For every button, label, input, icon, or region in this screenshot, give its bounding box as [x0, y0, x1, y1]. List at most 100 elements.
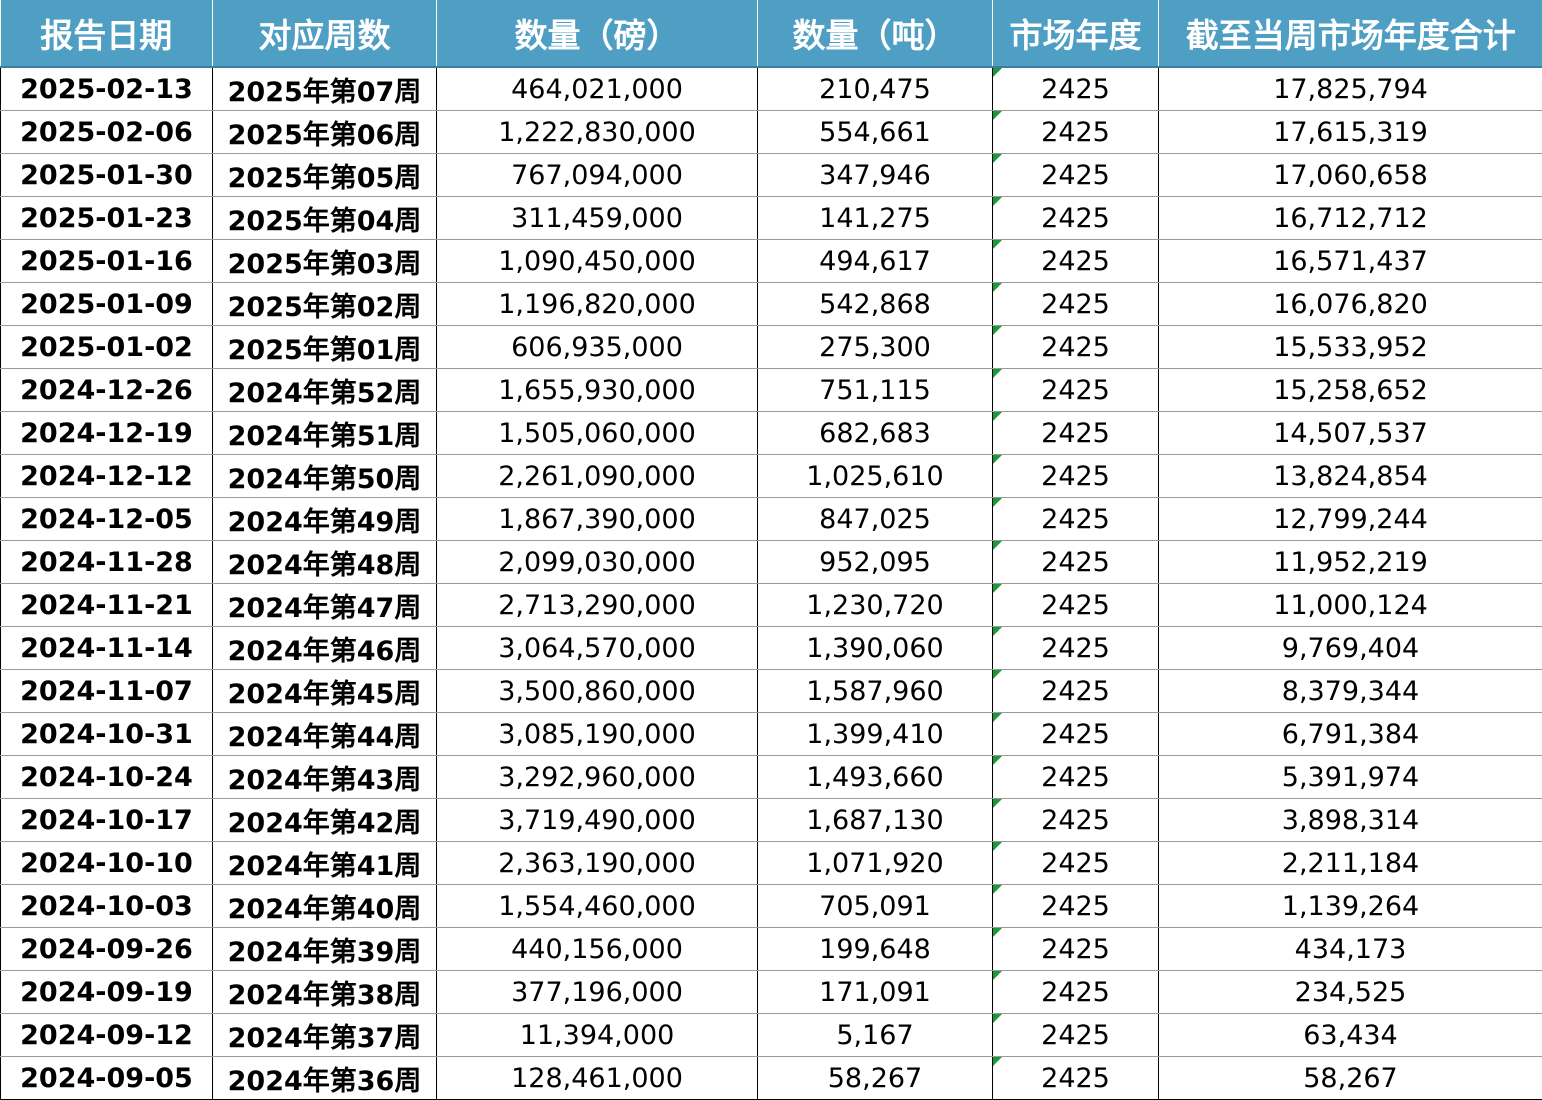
cell-market-year[interactable]: 2425 [992, 712, 1159, 756]
cell-week-number[interactable]: 2025年第02周 [212, 282, 437, 326]
cell-quantity-tons[interactable]: 494,617 [757, 239, 993, 283]
cell-quantity-tons[interactable]: 705,091 [757, 884, 993, 928]
cell-cumulative-total[interactable]: 12,799,244 [1158, 497, 1542, 541]
cell-quantity-tons[interactable]: 1,390,060 [757, 626, 993, 670]
cell-market-year[interactable]: 2425 [992, 282, 1159, 326]
cell-quantity-pounds[interactable]: 1,867,390,000 [436, 497, 758, 541]
cell-cumulative-total[interactable]: 58,267 [1158, 1056, 1542, 1100]
cell-market-year[interactable]: 2425 [992, 626, 1159, 670]
cell-cumulative-total[interactable]: 15,533,952 [1158, 325, 1542, 369]
cell-quantity-tons[interactable]: 275,300 [757, 325, 993, 369]
cell-report-date[interactable]: 2024-11-21 [0, 583, 213, 627]
cell-week-number[interactable]: 2025年第03周 [212, 239, 437, 283]
cell-market-year[interactable]: 2425 [992, 1056, 1159, 1100]
cell-week-number[interactable]: 2024年第37周 [212, 1013, 437, 1057]
cell-market-year[interactable]: 2425 [992, 841, 1159, 885]
cell-report-date[interactable]: 2024-09-19 [0, 970, 213, 1014]
cell-market-year[interactable]: 2425 [992, 325, 1159, 369]
header-week-number[interactable]: 对应周数 [212, 0, 437, 68]
cell-cumulative-total[interactable]: 17,825,794 [1158, 67, 1542, 111]
cell-market-year[interactable]: 2425 [992, 110, 1159, 154]
cell-week-number[interactable]: 2024年第51周 [212, 411, 437, 455]
cell-market-year[interactable]: 2425 [992, 497, 1159, 541]
cell-market-year[interactable]: 2425 [992, 1013, 1159, 1057]
cell-report-date[interactable]: 2025-02-13 [0, 67, 213, 111]
cell-cumulative-total[interactable]: 16,712,712 [1158, 196, 1542, 240]
cell-quantity-tons[interactable]: 682,683 [757, 411, 993, 455]
cell-quantity-tons[interactable]: 542,868 [757, 282, 993, 326]
cell-market-year[interactable]: 2425 [992, 798, 1159, 842]
cell-quantity-pounds[interactable]: 464,021,000 [436, 67, 758, 111]
cell-quantity-tons[interactable]: 751,115 [757, 368, 993, 412]
cell-quantity-pounds[interactable]: 1,196,820,000 [436, 282, 758, 326]
cell-report-date[interactable]: 2025-01-09 [0, 282, 213, 326]
cell-quantity-pounds[interactable]: 3,500,860,000 [436, 669, 758, 713]
cell-report-date[interactable]: 2024-10-24 [0, 755, 213, 799]
cell-cumulative-total[interactable]: 6,791,384 [1158, 712, 1542, 756]
cell-market-year[interactable]: 2425 [992, 454, 1159, 498]
cell-week-number[interactable]: 2025年第07周 [212, 67, 437, 111]
cell-week-number[interactable]: 2025年第04周 [212, 196, 437, 240]
cell-quantity-pounds[interactable]: 377,196,000 [436, 970, 758, 1014]
header-report-date[interactable]: 报告日期 [0, 0, 213, 68]
cell-quantity-tons[interactable]: 5,167 [757, 1013, 993, 1057]
cell-quantity-pounds[interactable]: 3,064,570,000 [436, 626, 758, 670]
cell-market-year[interactable]: 2425 [992, 153, 1159, 197]
cell-cumulative-total[interactable]: 5,391,974 [1158, 755, 1542, 799]
cell-report-date[interactable]: 2024-10-10 [0, 841, 213, 885]
cell-cumulative-total[interactable]: 16,571,437 [1158, 239, 1542, 283]
cell-market-year[interactable]: 2425 [992, 884, 1159, 928]
cell-cumulative-total[interactable]: 8,379,344 [1158, 669, 1542, 713]
cell-report-date[interactable]: 2024-12-19 [0, 411, 213, 455]
cell-report-date[interactable]: 2024-10-31 [0, 712, 213, 756]
cell-market-year[interactable]: 2425 [992, 196, 1159, 240]
cell-week-number[interactable]: 2024年第38周 [212, 970, 437, 1014]
cell-report-date[interactable]: 2025-01-30 [0, 153, 213, 197]
cell-cumulative-total[interactable]: 11,000,124 [1158, 583, 1542, 627]
cell-report-date[interactable]: 2024-11-14 [0, 626, 213, 670]
cell-week-number[interactable]: 2024年第47周 [212, 583, 437, 627]
cell-report-date[interactable]: 2024-12-26 [0, 368, 213, 412]
cell-quantity-pounds[interactable]: 1,655,930,000 [436, 368, 758, 412]
cell-week-number[interactable]: 2024年第42周 [212, 798, 437, 842]
cell-quantity-pounds[interactable]: 2,363,190,000 [436, 841, 758, 885]
cell-quantity-tons[interactable]: 1,071,920 [757, 841, 993, 885]
cell-quantity-tons[interactable]: 199,648 [757, 927, 993, 971]
header-quantity-pounds[interactable]: 数量（磅） [436, 0, 758, 68]
cell-cumulative-total[interactable]: 13,824,854 [1158, 454, 1542, 498]
header-quantity-tons[interactable]: 数量（吨） [757, 0, 993, 68]
cell-quantity-tons[interactable]: 141,275 [757, 196, 993, 240]
cell-cumulative-total[interactable]: 434,173 [1158, 927, 1542, 971]
cell-quantity-pounds[interactable]: 11,394,000 [436, 1013, 758, 1057]
cell-quantity-tons[interactable]: 171,091 [757, 970, 993, 1014]
cell-cumulative-total[interactable]: 11,952,219 [1158, 540, 1542, 584]
cell-report-date[interactable]: 2024-09-26 [0, 927, 213, 971]
cell-quantity-tons[interactable]: 1,399,410 [757, 712, 993, 756]
cell-report-date[interactable]: 2025-01-23 [0, 196, 213, 240]
cell-quantity-tons[interactable]: 1,587,960 [757, 669, 993, 713]
cell-quantity-pounds[interactable]: 1,222,830,000 [436, 110, 758, 154]
cell-week-number[interactable]: 2025年第06周 [212, 110, 437, 154]
cell-cumulative-total[interactable]: 17,615,319 [1158, 110, 1542, 154]
cell-week-number[interactable]: 2024年第36周 [212, 1056, 437, 1100]
cell-report-date[interactable]: 2025-02-06 [0, 110, 213, 154]
cell-report-date[interactable]: 2025-01-02 [0, 325, 213, 369]
cell-week-number[interactable]: 2024年第46周 [212, 626, 437, 670]
cell-quantity-pounds[interactable]: 1,090,450,000 [436, 239, 758, 283]
cell-cumulative-total[interactable]: 234,525 [1158, 970, 1542, 1014]
cell-report-date[interactable]: 2024-10-03 [0, 884, 213, 928]
cell-cumulative-total[interactable]: 14,507,537 [1158, 411, 1542, 455]
cell-quantity-pounds[interactable]: 3,719,490,000 [436, 798, 758, 842]
cell-week-number[interactable]: 2024年第44周 [212, 712, 437, 756]
cell-week-number[interactable]: 2024年第49周 [212, 497, 437, 541]
header-market-year[interactable]: 市场年度 [992, 0, 1159, 68]
cell-cumulative-total[interactable]: 2,211,184 [1158, 841, 1542, 885]
cell-report-date[interactable]: 2024-10-17 [0, 798, 213, 842]
cell-week-number[interactable]: 2024年第45周 [212, 669, 437, 713]
cell-week-number[interactable]: 2025年第05周 [212, 153, 437, 197]
cell-quantity-tons[interactable]: 58,267 [757, 1056, 993, 1100]
cell-quantity-tons[interactable]: 1,230,720 [757, 583, 993, 627]
cell-report-date[interactable]: 2024-12-05 [0, 497, 213, 541]
cell-report-date[interactable]: 2025-01-16 [0, 239, 213, 283]
cell-quantity-pounds[interactable]: 3,085,190,000 [436, 712, 758, 756]
